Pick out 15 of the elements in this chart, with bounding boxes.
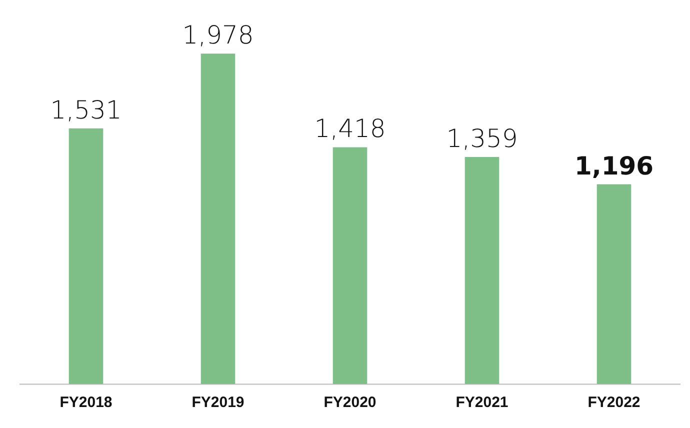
- bar: [332, 147, 368, 384]
- data-label: 1,359: [446, 124, 518, 154]
- bar: [464, 157, 500, 384]
- x-tick-label: FY2022: [588, 394, 640, 412]
- x-tick-label: FY2019: [192, 394, 244, 412]
- bar: [596, 184, 632, 384]
- data-label: 1,418: [314, 114, 386, 144]
- data-label: 1,531: [50, 95, 122, 124]
- x-tick-label: FY2018: [60, 394, 112, 412]
- x-tick-label: FY2020: [324, 394, 376, 412]
- data-label: 1,196: [574, 151, 654, 180]
- bar: [200, 54, 236, 384]
- bar: [68, 128, 104, 384]
- data-label: 1,978: [182, 20, 254, 50]
- x-tick-label: FY2021: [456, 394, 508, 412]
